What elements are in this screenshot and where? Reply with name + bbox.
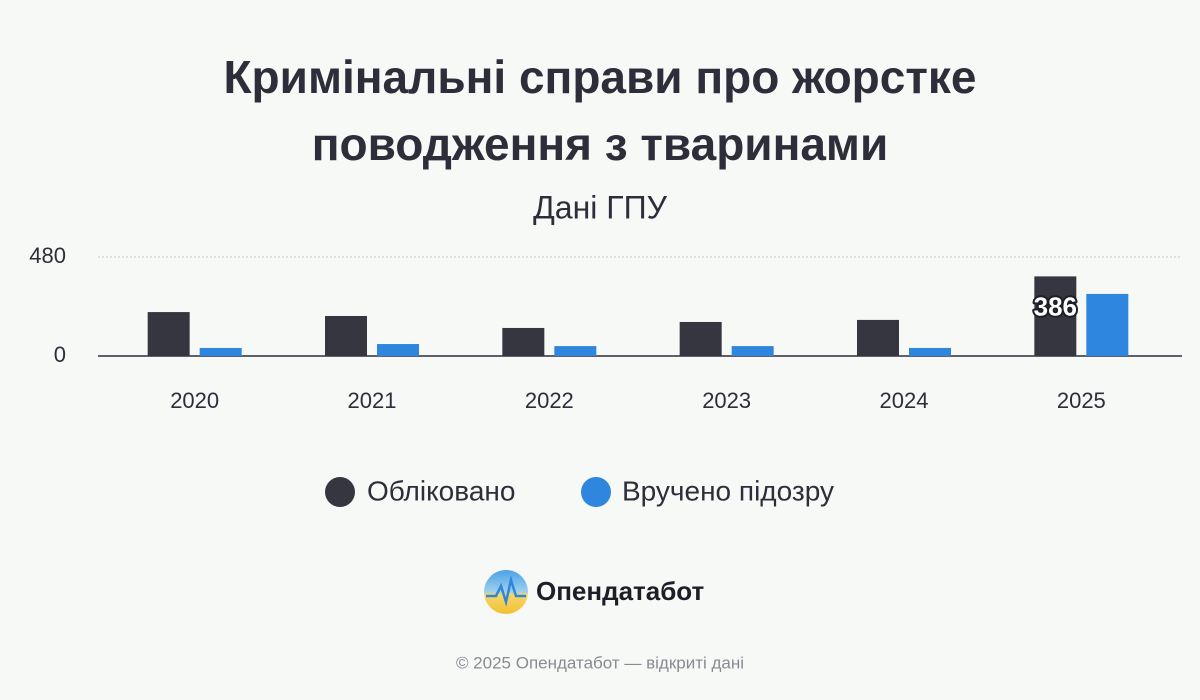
legend-swatch — [325, 477, 355, 507]
bar — [325, 315, 367, 356]
bar — [147, 312, 190, 356]
bar — [502, 327, 545, 356]
y-tick-label: 480 — [29, 243, 66, 268]
chart-title: Кримінальні справи про жорстке поводженн… — [223, 51, 977, 170]
legend-swatch — [581, 477, 611, 507]
bar — [857, 319, 899, 356]
bar — [679, 321, 722, 356]
bar — [377, 344, 419, 356]
bar — [1034, 276, 1077, 356]
copyright: © 2025 Опендатабот — відкриті дані — [456, 653, 744, 672]
bar — [554, 346, 597, 356]
chart-subtitle: Дані ГПУ — [533, 189, 667, 225]
value-label: 386 — [1034, 291, 1077, 321]
x-tick-label: 2025 — [1057, 388, 1106, 413]
bar — [199, 347, 242, 356]
x-tick-label: 2020 — [170, 388, 219, 413]
bar — [1086, 293, 1129, 356]
x-tick-label: 2023 — [702, 388, 751, 413]
x-tick-label: 2024 — [880, 388, 929, 413]
x-tick-label: 2021 — [348, 388, 397, 413]
legend-label: Вручено підозру — [622, 475, 834, 506]
y-tick-label: 0 — [54, 342, 66, 367]
bar — [731, 346, 774, 356]
bar — [909, 347, 951, 356]
x-tick-label: 2022 — [525, 388, 574, 413]
brand-name: Опендатабот — [536, 576, 705, 606]
logo-pulse — [486, 575, 526, 607]
logo — [484, 570, 528, 614]
legend-label: Обліковано — [367, 475, 515, 506]
logo-icon — [484, 570, 528, 614]
